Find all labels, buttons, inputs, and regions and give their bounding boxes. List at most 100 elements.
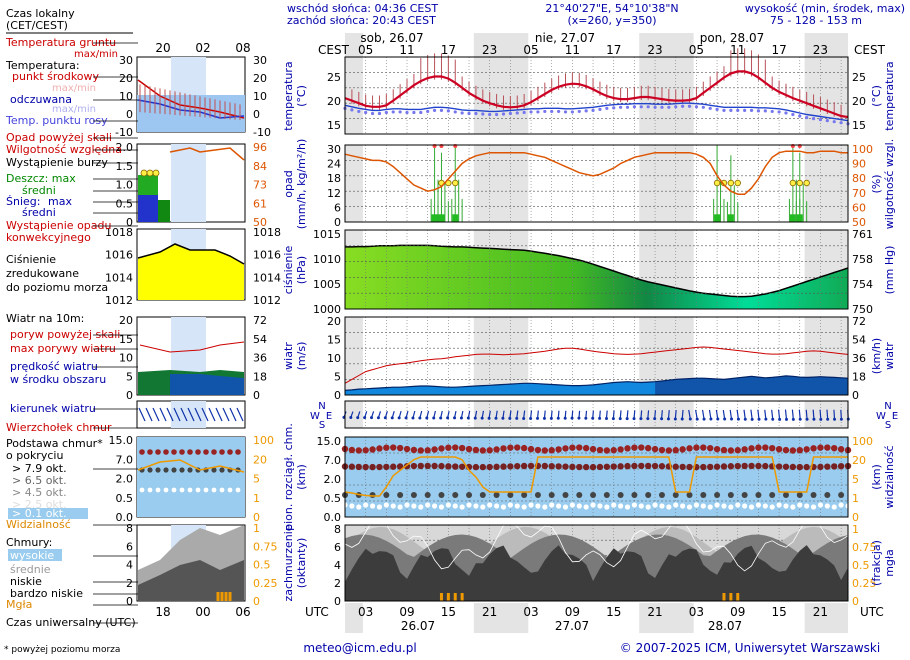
wind-arrow-head <box>487 416 491 420</box>
cloud-base-dot-low <box>549 502 555 508</box>
wind-arrow-head <box>466 416 470 420</box>
wind-arrow-head <box>750 417 754 421</box>
cloud-base-dot-mid <box>603 492 610 498</box>
cloud-base-dot <box>631 462 638 470</box>
cloud-base-dot <box>755 462 762 470</box>
dew-point-dot <box>405 110 409 115</box>
cloud-base-dot <box>782 463 790 470</box>
wind-arrow-head <box>764 417 768 421</box>
cloud-base-dot-low <box>797 502 803 508</box>
wind-direction-arrow <box>681 409 684 420</box>
time-header-bg <box>345 30 848 57</box>
mini-cloud-base-dot <box>179 467 185 473</box>
dew-point-dot <box>501 112 506 116</box>
night-band <box>639 57 694 134</box>
wind-arrow-head <box>632 417 636 421</box>
cloud-top-dot <box>706 444 714 452</box>
cloud-base-dot <box>479 463 487 471</box>
dew-point-dot <box>474 111 478 116</box>
mini-tick-right: 18 <box>253 370 267 383</box>
cloud-top-dot <box>348 446 356 454</box>
cloud-base-dot-low <box>686 504 693 510</box>
dew-point-dot <box>708 106 712 110</box>
cloud-top-dot <box>638 444 645 451</box>
wind-direction-arrow <box>798 409 801 420</box>
cloud-base-dot <box>445 463 452 470</box>
cloud-base-dot <box>789 463 797 471</box>
cloud-top-dot <box>803 446 810 453</box>
mini-tick-right: 0.25 <box>253 577 278 590</box>
axis-title: ciśnienie <box>282 246 295 295</box>
wind-arrow-head <box>730 417 734 421</box>
wind-arrow-head <box>784 417 788 421</box>
mini-cloud-top-dot <box>203 449 209 455</box>
axis-tick-left: 18 <box>327 172 341 185</box>
cloud-base-dot <box>355 463 362 471</box>
cloud-base-dot-low <box>673 502 679 508</box>
axis-tick-left: 0 <box>334 389 341 402</box>
cloud-base-dot <box>734 462 741 470</box>
dew-point-dot <box>646 105 650 109</box>
mini-tick-left: 20 <box>119 314 133 327</box>
cloud-top-dot <box>355 447 362 454</box>
dew-point-dot <box>377 111 382 116</box>
cloud-top-dot <box>769 444 776 452</box>
cloud-base-dot <box>569 463 576 471</box>
cloud-base-dot-low <box>638 503 644 509</box>
mini-tick-left: 2.0 <box>116 141 134 154</box>
mini-cloud-base-dot <box>211 467 217 473</box>
rain-mean-bar <box>796 214 803 222</box>
cloud-base-dot-mid <box>782 492 789 498</box>
fog-bar <box>460 593 464 601</box>
legend-gust-max: max porywy wiatru <box>10 342 116 355</box>
dew-point-dot <box>811 117 816 121</box>
cloud-base-dot-mid <box>658 492 665 498</box>
cloud-base-dot-low <box>521 504 527 510</box>
compass-e: E <box>326 411 332 422</box>
cloud-base-dot-low <box>500 504 507 510</box>
axis-title: temperatura <box>282 61 295 130</box>
wind-arrow-head <box>819 417 823 421</box>
wind-arrow-head <box>515 416 519 420</box>
axis-tick-right: 758 <box>852 253 873 266</box>
mini-tick-left: 1016 <box>105 249 133 262</box>
wind-arrow-head <box>529 416 533 420</box>
cloud-top-dot <box>651 445 659 453</box>
cloud-base-dot-low <box>735 502 741 508</box>
cloud-base-dot-mid <box>741 492 748 498</box>
cloud-base-dot <box>376 463 383 471</box>
wind-arrow-head <box>563 416 567 420</box>
cloud-base-dot-low <box>700 503 706 509</box>
wind-direction-arrow <box>757 409 760 420</box>
wind-arrow-head <box>798 417 802 421</box>
storm-marker <box>734 179 741 187</box>
mini-low-area <box>138 560 244 601</box>
mini-wind-arrow <box>208 407 216 422</box>
compass-w: W <box>876 411 886 422</box>
mini-tick-left: 1014 <box>105 271 133 284</box>
legend-footnote: * powyżej poziomu morza <box>4 645 120 655</box>
dew-point-dot <box>722 108 726 112</box>
dew-point-dot <box>791 112 795 117</box>
mini-rain-bar <box>158 200 170 222</box>
utc-label-right: UTC <box>860 605 884 619</box>
legend-okt01: > 0.1 okt. <box>12 507 67 520</box>
utc-tick: 03 <box>689 605 704 619</box>
night-band <box>639 145 694 222</box>
cloud-top-dot <box>527 445 535 453</box>
cloud-top-dot <box>596 446 604 454</box>
cloud-top-dot <box>390 444 397 451</box>
cloud-base-dot-low <box>776 502 782 508</box>
gust-line <box>344 346 849 384</box>
mini-tick-right: 1012 <box>253 294 281 307</box>
night-band-header <box>473 33 529 57</box>
cloud-top-dot <box>417 447 424 454</box>
legend-snow-max: max <box>48 195 72 208</box>
cloud-top-dot <box>817 444 824 451</box>
mini-cloud-top-dot <box>235 449 241 455</box>
dew-point-dot <box>653 105 657 109</box>
day-label-utc: 27.07 <box>555 619 589 633</box>
night-band <box>345 401 363 428</box>
mini-wind-arrow <box>215 407 223 422</box>
cloud-base-dot-mid <box>700 492 707 498</box>
